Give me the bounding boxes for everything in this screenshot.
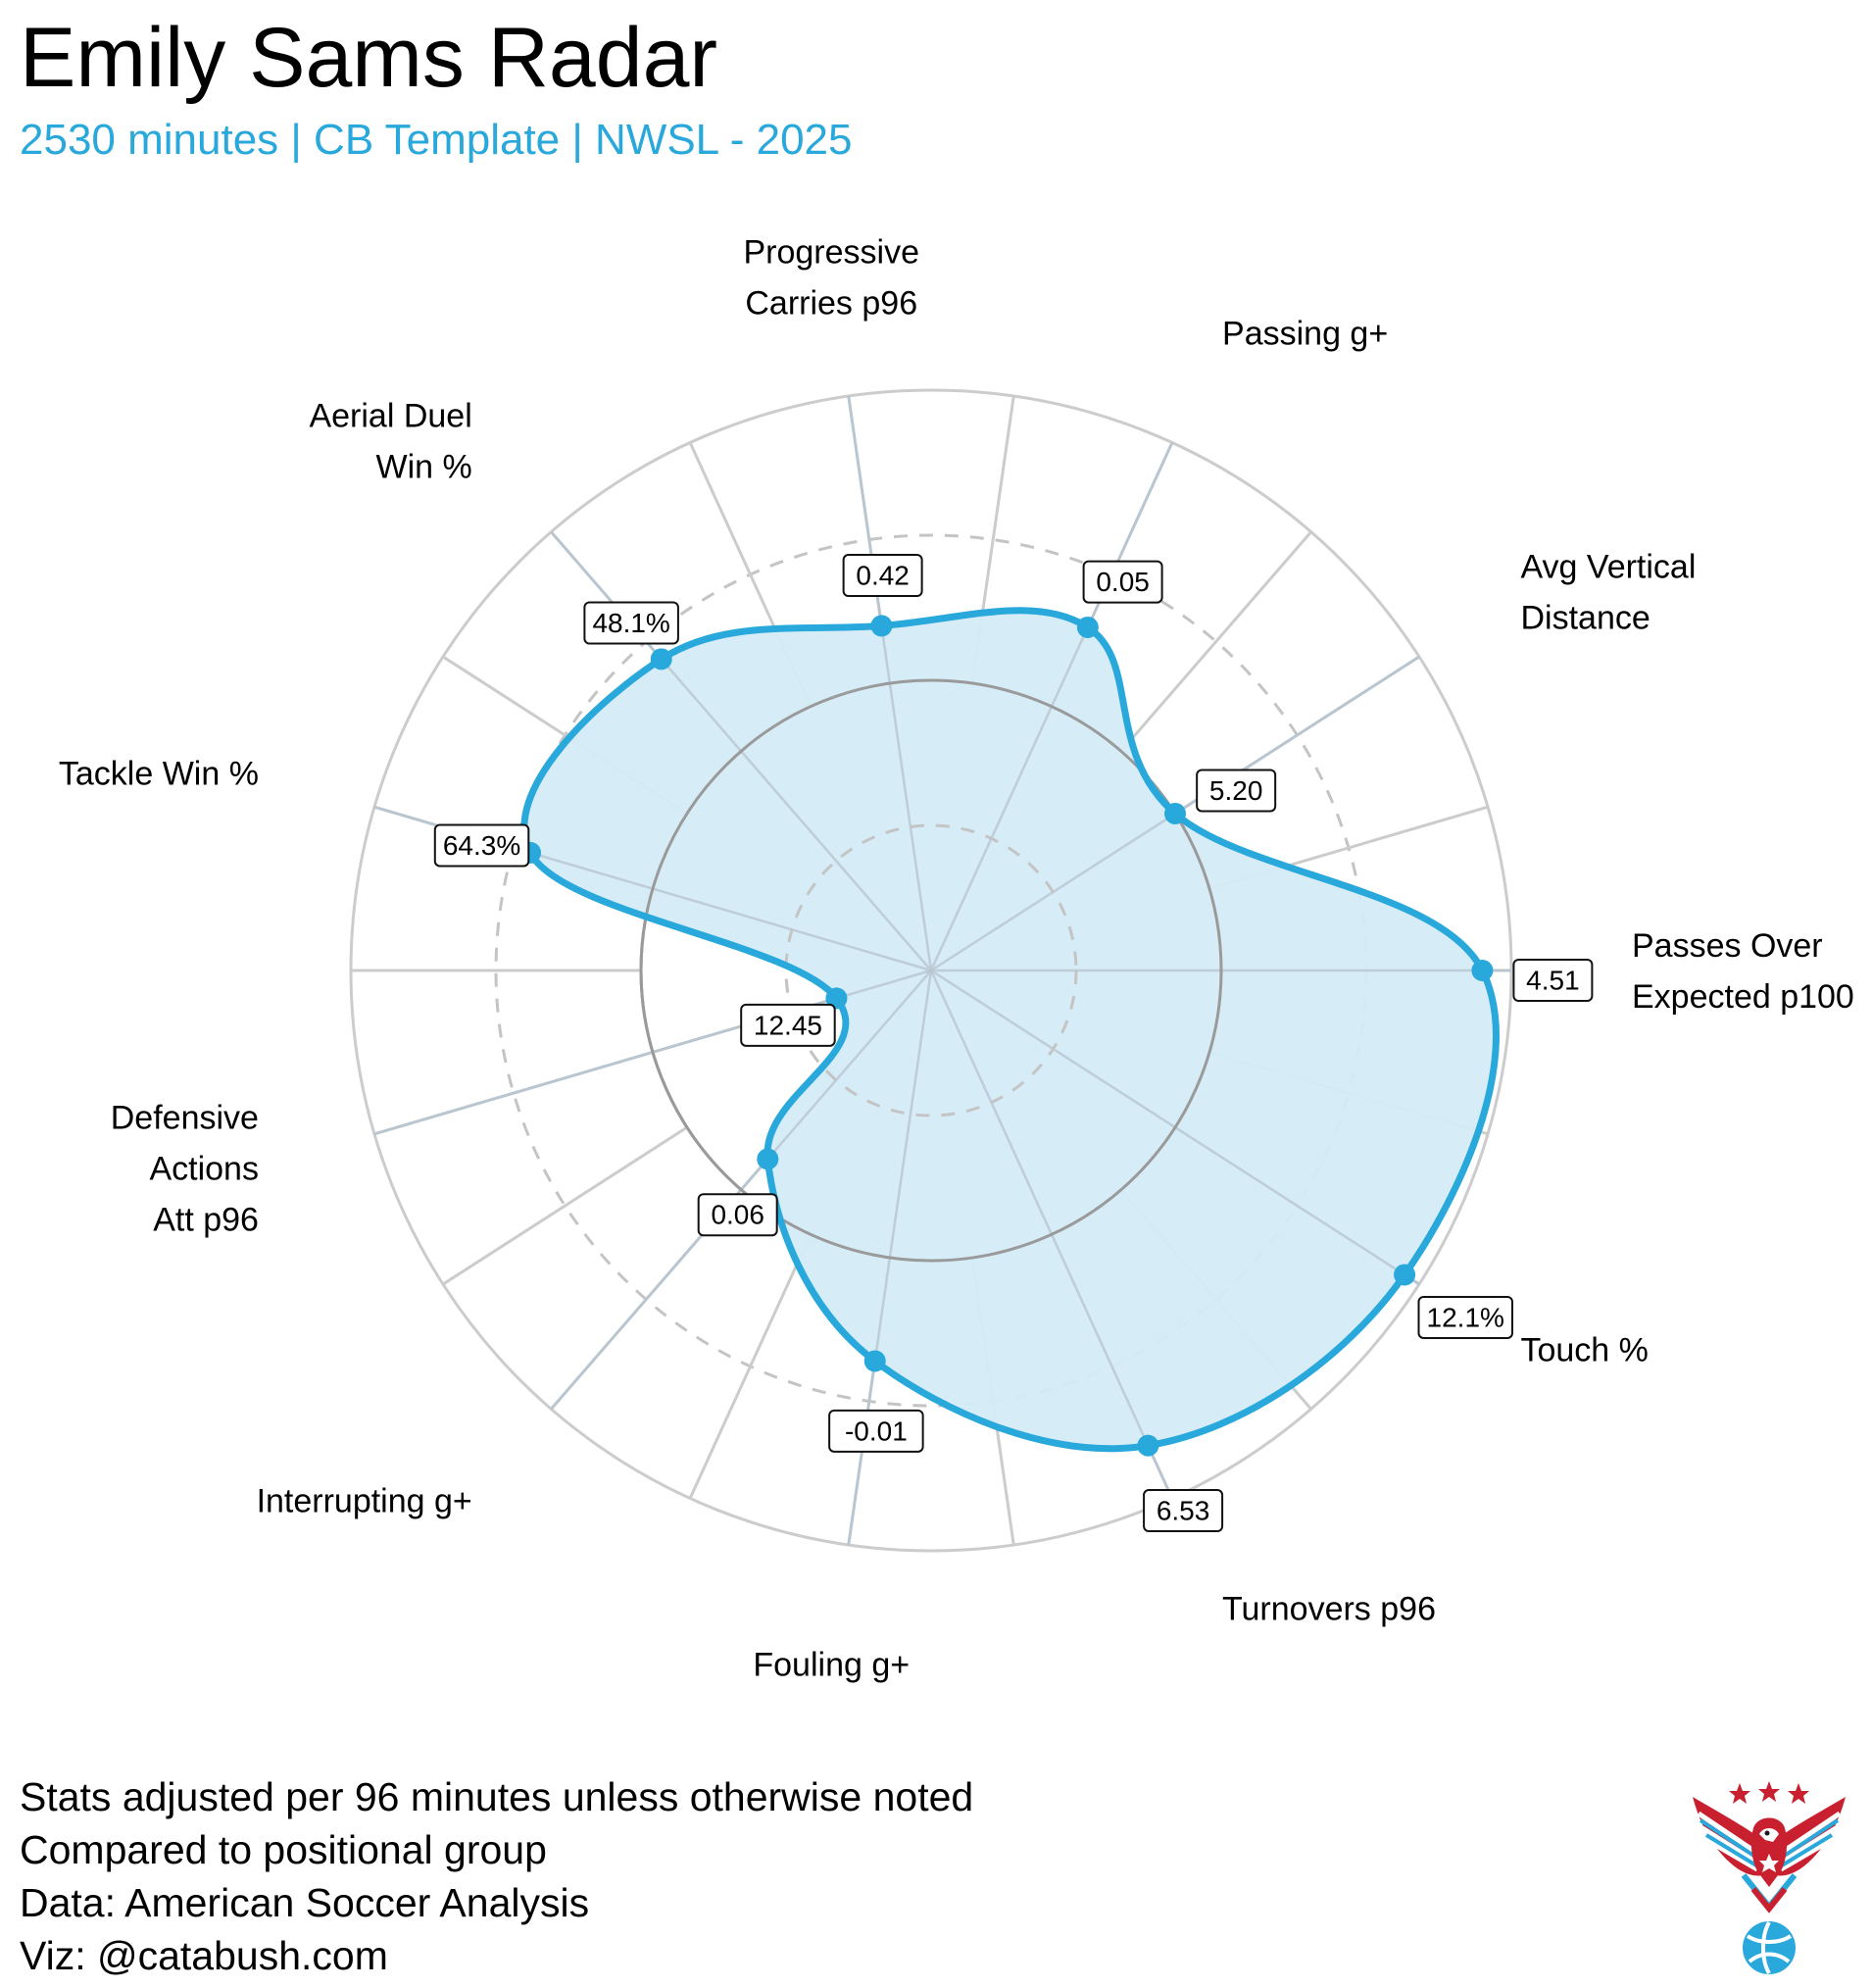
grid-ring-overlay <box>784 823 1078 1118</box>
data-point <box>650 648 672 671</box>
grid-ring-overlay <box>639 678 1223 1263</box>
data-point <box>863 1350 886 1372</box>
value-label: -0.01 <box>828 1409 924 1453</box>
data-point <box>870 615 893 637</box>
radar-chart: 4.51 5.20 0.05 0.42 48.1% 64.3% 12.45 0.06 -0.01… <box>59 233 1854 1684</box>
metric-label: Passes Over Expected p100 <box>1632 927 1854 1016</box>
metric-label: Defensive Actions Att p96 <box>111 1099 259 1238</box>
footer-line: Viz: @catabush.com <box>20 1933 388 1978</box>
value-label: 12.1% <box>1417 1295 1513 1339</box>
value-label: 0.05 <box>1082 560 1163 604</box>
svg-text:64.3%: 64.3% <box>443 830 520 861</box>
data-point <box>757 1148 779 1170</box>
svg-text:12.1%: 12.1% <box>1427 1302 1504 1332</box>
metric-label: Tackle Win % <box>59 756 259 793</box>
metric-label: Progressive Carries p96 <box>743 233 919 322</box>
svg-text:-0.01: -0.01 <box>845 1416 908 1446</box>
data-point <box>1471 960 1494 981</box>
value-label: 0.42 <box>842 554 923 598</box>
chart-subtitle: 2530 minutes | CB Template | NWSL - 2025 <box>20 116 853 164</box>
svg-text:12.45: 12.45 <box>754 1010 822 1040</box>
radar-outline <box>520 607 1500 1453</box>
metric-label: Touch % <box>1520 1332 1648 1369</box>
data-point <box>1164 802 1187 824</box>
sector-divider <box>442 1125 688 1286</box>
svg-text:0.06: 0.06 <box>711 1200 764 1230</box>
sector-divider <box>688 1233 813 1500</box>
value-label: 48.1% <box>583 601 679 645</box>
value-label: 64.3% <box>433 823 530 868</box>
svg-text:4.51: 4.51 <box>1526 966 1580 996</box>
data-point <box>825 987 848 1010</box>
metric-label: Interrupting g+ <box>257 1482 472 1519</box>
svg-text:0.42: 0.42 <box>856 561 910 591</box>
footer-line: Compared to positional group <box>20 1827 547 1872</box>
sector-divider <box>1119 530 1312 753</box>
footer-line: Data: American Soccer Analysis <box>20 1880 590 1925</box>
metric-label: Fouling g+ <box>753 1647 910 1684</box>
radar-area-fill <box>523 610 1497 1449</box>
chart-title: Emily Sams Radar <box>20 11 718 105</box>
metric-label: Avg Vertical Distance <box>1520 548 1696 636</box>
metric-label: Turnovers p96 <box>1222 1590 1436 1627</box>
data-point <box>1137 1434 1159 1457</box>
value-label: 4.51 <box>1512 959 1594 1002</box>
eagle-soccer-logo-icon <box>1693 1781 1846 1974</box>
value-label: 12.45 <box>740 1003 836 1047</box>
data-point <box>1076 616 1099 638</box>
svg-text:48.1%: 48.1% <box>592 608 669 638</box>
footer-line: Stats adjusted per 96 minutes unless oth… <box>20 1774 974 1819</box>
svg-text:5.20: 5.20 <box>1209 775 1263 806</box>
metric-label: Aerial Duel Win % <box>309 398 471 486</box>
svg-text:0.05: 0.05 <box>1096 567 1150 597</box>
value-label: 6.53 <box>1143 1489 1224 1533</box>
footer-notes: Stats adjusted per 96 minutes unless oth… <box>20 1770 973 1982</box>
data-point <box>1394 1264 1416 1286</box>
value-label: 5.20 <box>1196 769 1277 813</box>
value-label: 0.06 <box>697 1193 778 1237</box>
svg-text:6.53: 6.53 <box>1157 1496 1210 1526</box>
metric-label: Passing g+ <box>1222 316 1388 353</box>
